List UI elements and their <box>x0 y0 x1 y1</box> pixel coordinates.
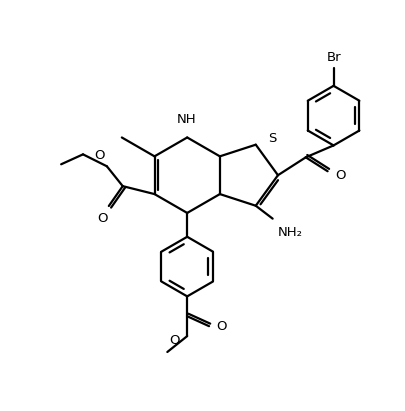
Text: S: S <box>268 132 276 145</box>
Text: O: O <box>336 169 346 182</box>
Text: O: O <box>170 334 180 346</box>
Text: O: O <box>95 149 105 162</box>
Text: NH: NH <box>177 113 196 125</box>
Text: O: O <box>98 212 108 225</box>
Text: NH₂: NH₂ <box>277 226 303 239</box>
Text: Br: Br <box>326 51 341 64</box>
Text: O: O <box>216 320 226 332</box>
